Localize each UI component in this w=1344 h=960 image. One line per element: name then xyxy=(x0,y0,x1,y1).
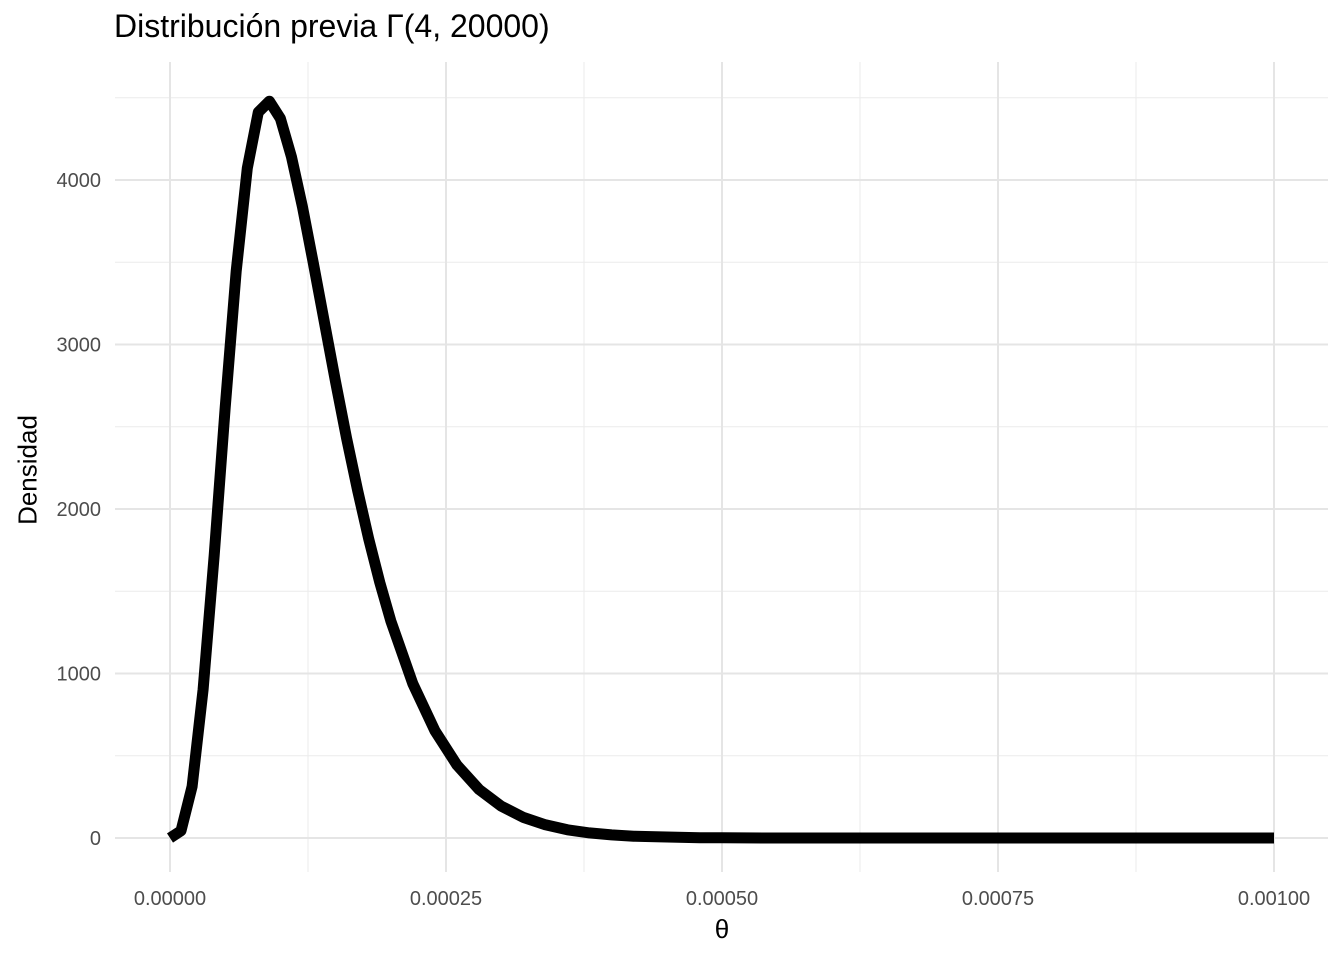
series-group xyxy=(166,95,1274,844)
x-tick-label: 0.00025 xyxy=(410,888,482,910)
y-tick-label: 4000 xyxy=(57,170,102,192)
grid-major xyxy=(115,62,1328,872)
x-tick-label: 0.00075 xyxy=(962,888,1034,910)
y-tick-label: 1000 xyxy=(57,664,102,686)
density-curve xyxy=(166,95,1274,844)
x-tick-label: 0.00000 xyxy=(134,888,206,910)
chart-title: Distribución previa Γ(4, 20000) xyxy=(114,8,550,44)
x-axis-ticks: 0.00000 0.00025 0.00050 0.00075 0.00100 xyxy=(134,888,1310,910)
x-tick-label: 0.00050 xyxy=(686,888,758,910)
y-tick-label: 3000 xyxy=(57,335,102,357)
x-tick-label: 0.00100 xyxy=(1238,888,1310,910)
y-tick-label: 0 xyxy=(90,828,101,850)
y-tick-label: 2000 xyxy=(57,499,102,521)
y-axis-ticks: 0 1000 2000 3000 4000 xyxy=(57,170,102,850)
x-axis-label: θ xyxy=(714,914,730,944)
